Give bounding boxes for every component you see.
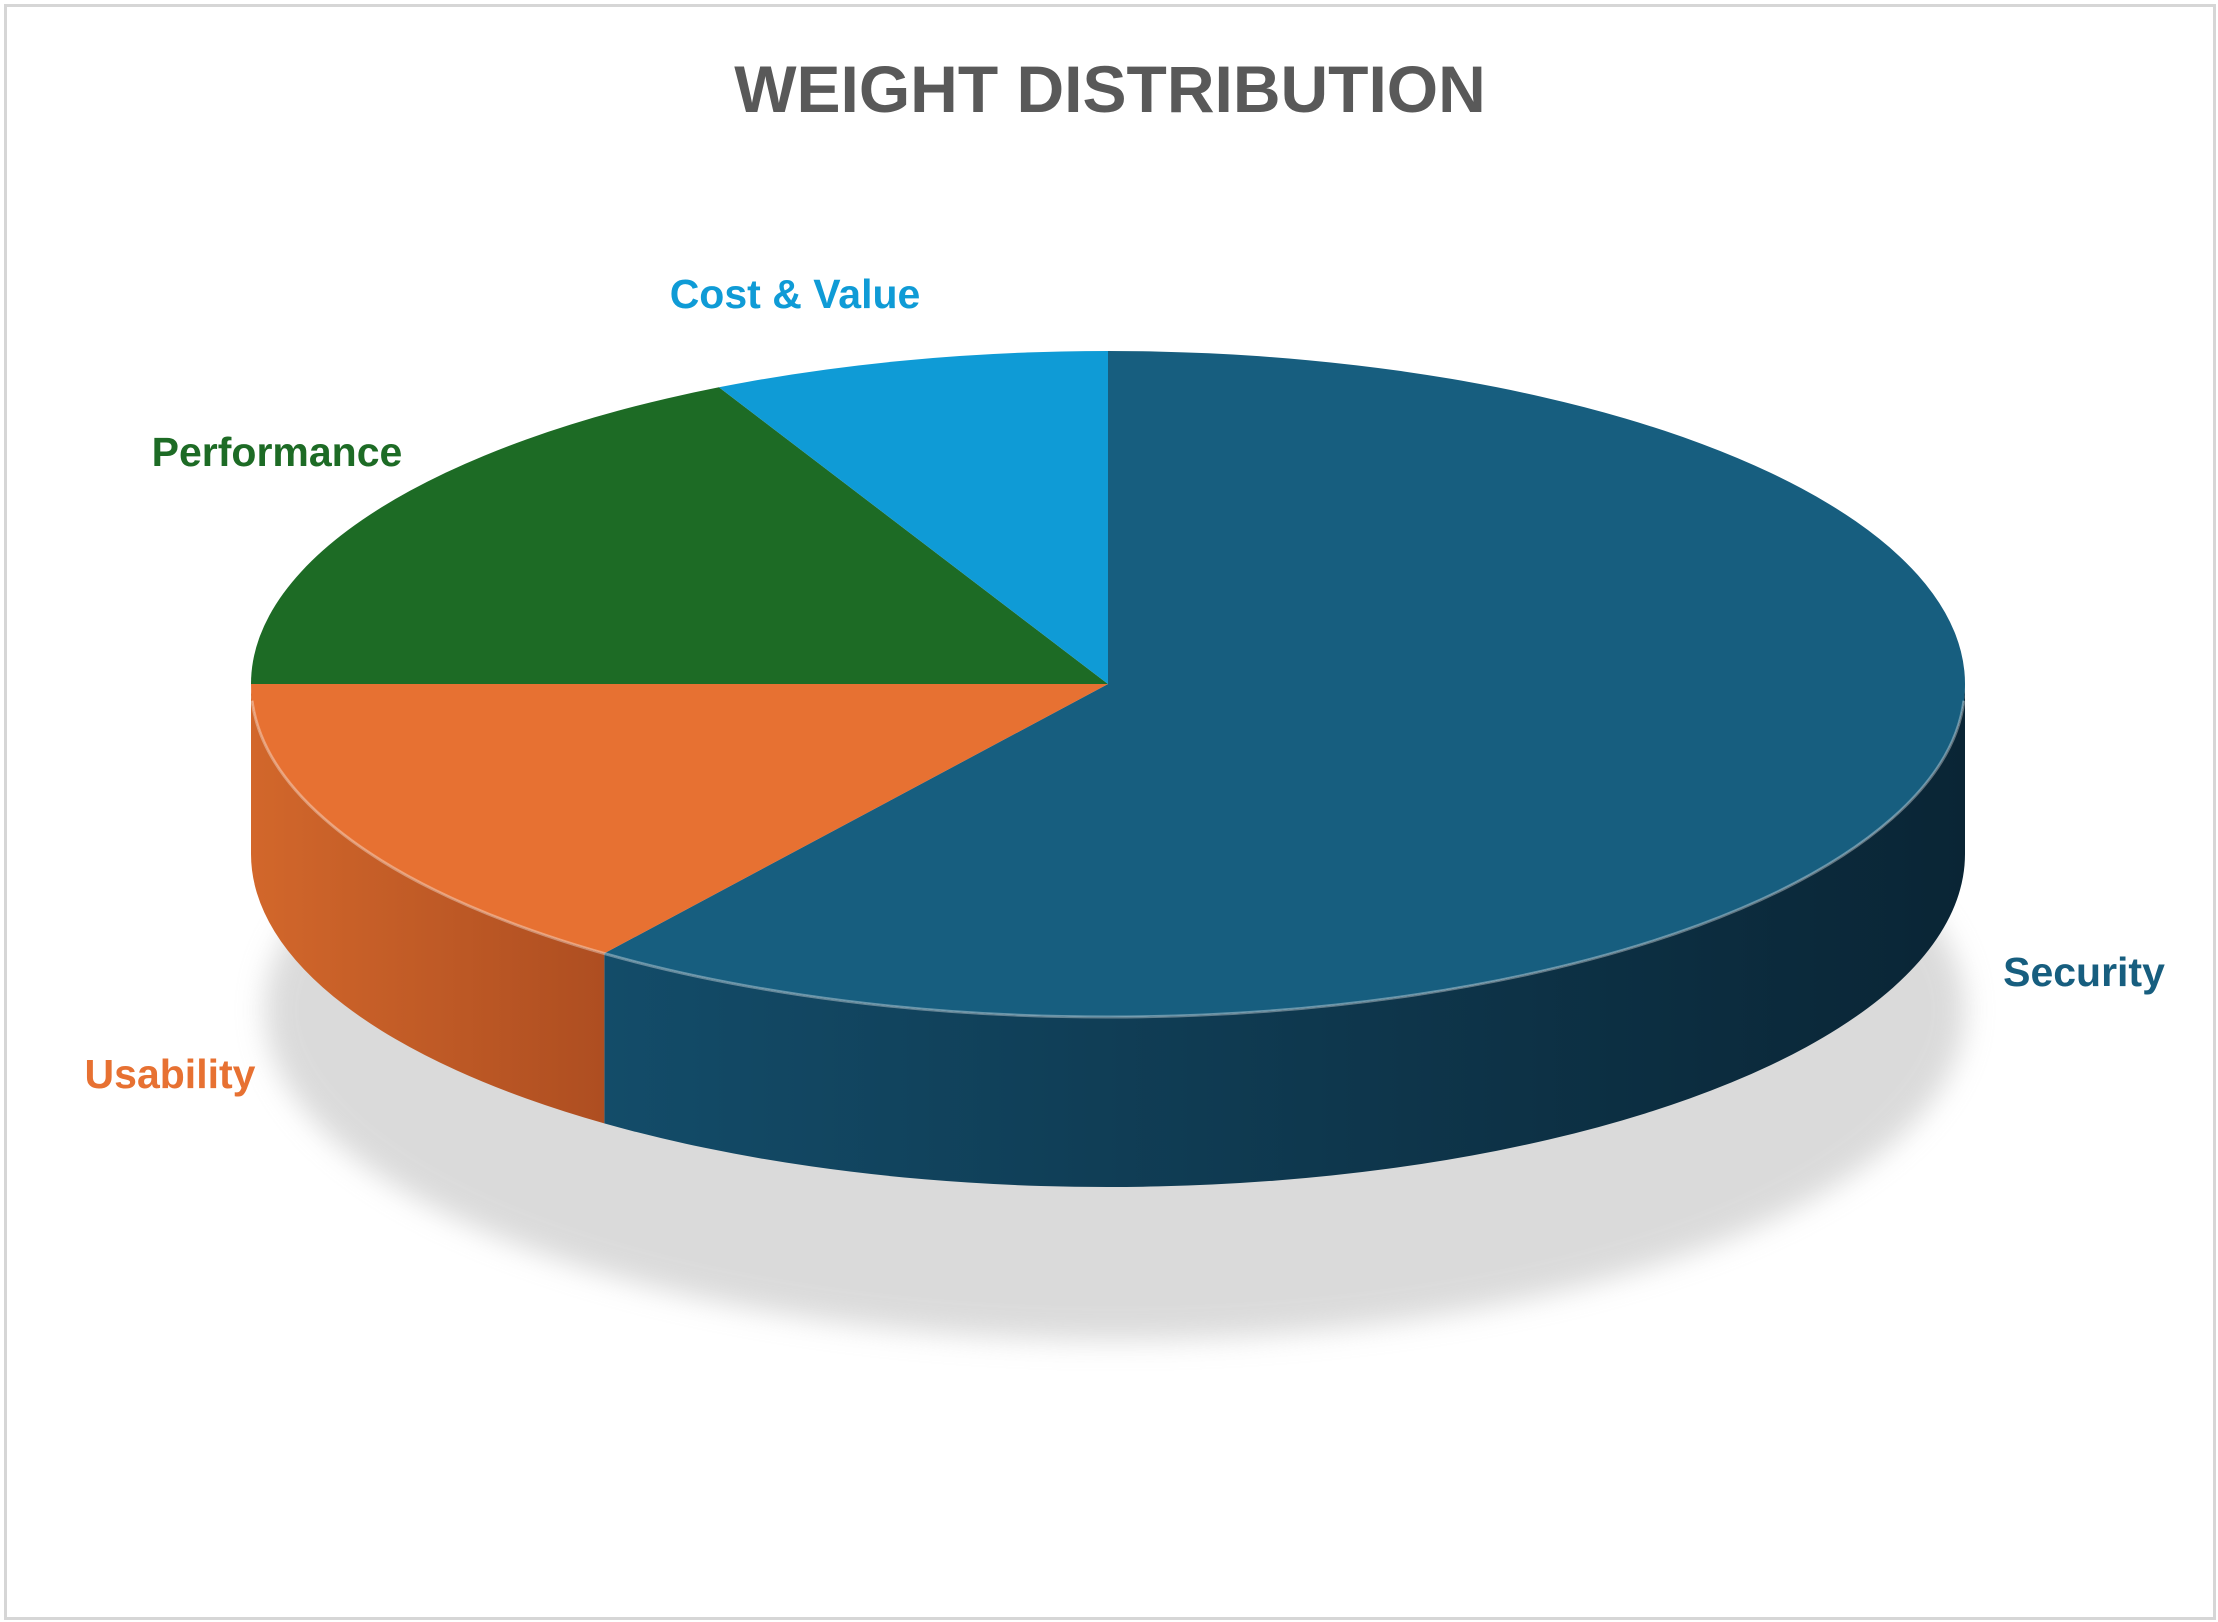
pie-tops	[251, 351, 1966, 1018]
pie-slice-cost-value[interactable]	[718, 351, 1108, 684]
pie-side-security	[604, 684, 1965, 1187]
pie-slice-security[interactable]	[604, 351, 1966, 1018]
data-label-performance: Performance	[152, 429, 403, 475]
data-label-cost-value: Cost & Value	[670, 271, 921, 317]
data-label-security: Security	[2003, 949, 2165, 995]
pie-sides	[251, 684, 1965, 1187]
chart-title: WEIGHT DISTRIBUTION	[734, 52, 1486, 126]
pie-slice-usability[interactable]	[251, 684, 1108, 954]
pie-slice-performance[interactable]	[251, 387, 1108, 684]
data-label-usability: Usability	[85, 1051, 256, 1097]
pie-labels: Security Usability Performance Cost & Value	[85, 271, 2166, 1097]
pie-side-usability	[251, 684, 605, 1124]
pie-rim-highlight	[250, 700, 1966, 1019]
